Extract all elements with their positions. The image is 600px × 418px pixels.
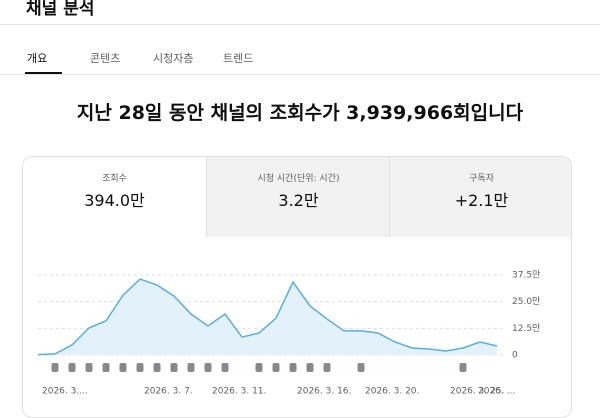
x-tick-label: 2026. ... xyxy=(478,387,515,397)
x-tick-label: 2026. 3.... xyxy=(42,387,88,397)
shorts-icon xyxy=(51,363,59,372)
metric-label: 조회수 xyxy=(102,174,127,184)
tab-underline xyxy=(25,72,62,75)
shorts-icon xyxy=(85,363,93,372)
shorts-icon xyxy=(119,363,127,372)
y-tick-label: 12.5만 xyxy=(512,323,540,334)
metric-card[interactable]: 구독자 +2.1만 xyxy=(389,157,571,237)
shorts-icon xyxy=(323,363,331,372)
shorts-icon xyxy=(306,363,314,372)
y-tick-label: 25.0만 xyxy=(512,296,540,307)
x-tick-label: 2026. 3. 11. xyxy=(212,387,266,397)
x-tick-label: 2026. 3. 7. xyxy=(144,387,193,397)
tab[interactable]: 콘텐츠 xyxy=(90,52,121,65)
shorts-icon xyxy=(272,363,280,372)
shorts-icon xyxy=(204,363,212,372)
card: 조회수 394.0만 시청 시간(단위: 시간) 3.2만 구독자 +2.1만 xyxy=(22,156,572,418)
shorts-icon xyxy=(68,363,76,372)
shorts-icon xyxy=(255,363,263,372)
divider xyxy=(0,74,600,75)
shorts-icon xyxy=(289,363,297,372)
tab[interactable]: 시청자층 xyxy=(153,52,194,65)
area xyxy=(38,279,497,355)
tab[interactable]: 트렌드 xyxy=(223,52,254,65)
line xyxy=(37,278,498,356)
metric-label: 구독자 xyxy=(469,174,494,184)
shorts-icon xyxy=(459,363,467,372)
headline: 지난 28일 동안 채널의 조회수가 3,939,966회입니다 xyxy=(76,102,524,124)
metric-label: 시청 시간(단위: 시간) xyxy=(257,174,340,184)
shorts-icon xyxy=(170,363,178,372)
y-tick-label: 0 xyxy=(512,351,518,361)
metric-card[interactable]: 시청 시간(단위: 시간) 3.2만 xyxy=(206,157,390,237)
metric-value: 3.2만 xyxy=(278,191,319,210)
page-title: 채널 분석 xyxy=(26,0,95,19)
x-tick-label: 2026. 3. 20. xyxy=(365,387,419,397)
shorts-icon xyxy=(187,363,195,372)
y-tick-label: 37.5만 xyxy=(512,270,540,281)
metric-value: +2.1만 xyxy=(454,191,509,210)
shorts-icon xyxy=(153,363,161,372)
x-tick-label: 2026. 3. 25. xyxy=(450,387,504,397)
tab[interactable]: 개요 xyxy=(27,52,48,65)
x-tick-label: 2026. 3. 16. xyxy=(297,387,351,397)
chart: 0 12.5만 25.0만 37.5만 2026. 3.... 2026. 3. 7. 20… xyxy=(37,270,540,397)
shorts-icon xyxy=(221,363,229,372)
shorts-icon xyxy=(136,363,144,372)
metric-value: 394.0만 xyxy=(84,191,145,210)
shorts-icon xyxy=(102,363,110,372)
metric-card[interactable]: 조회수 394.0만 xyxy=(23,157,206,237)
shorts-icon xyxy=(357,363,365,372)
divider xyxy=(0,24,600,25)
